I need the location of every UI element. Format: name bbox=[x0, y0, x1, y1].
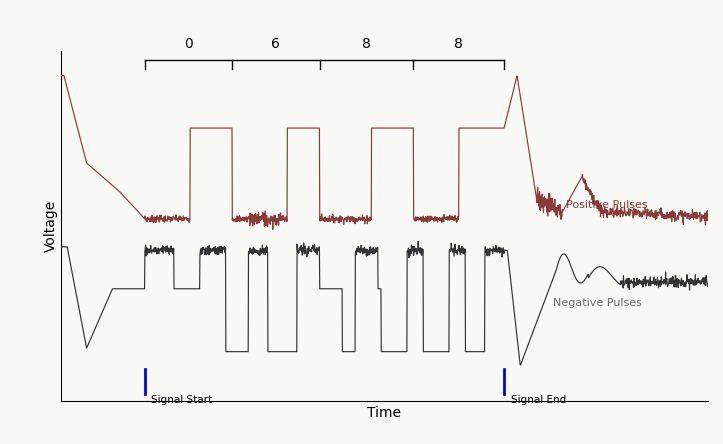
Text: Signal End: Signal End bbox=[510, 395, 566, 405]
Text: 6: 6 bbox=[272, 37, 281, 51]
Text: Signal Start: Signal Start bbox=[151, 395, 213, 405]
X-axis label: Time: Time bbox=[367, 406, 401, 420]
Text: Positive Pulses: Positive Pulses bbox=[565, 200, 647, 210]
Text: 0: 0 bbox=[184, 37, 193, 51]
Text: 8: 8 bbox=[362, 37, 371, 51]
Text: 8: 8 bbox=[454, 37, 463, 51]
Text: Negative Pulses: Negative Pulses bbox=[552, 298, 641, 308]
Y-axis label: Voltage: Voltage bbox=[44, 200, 58, 252]
